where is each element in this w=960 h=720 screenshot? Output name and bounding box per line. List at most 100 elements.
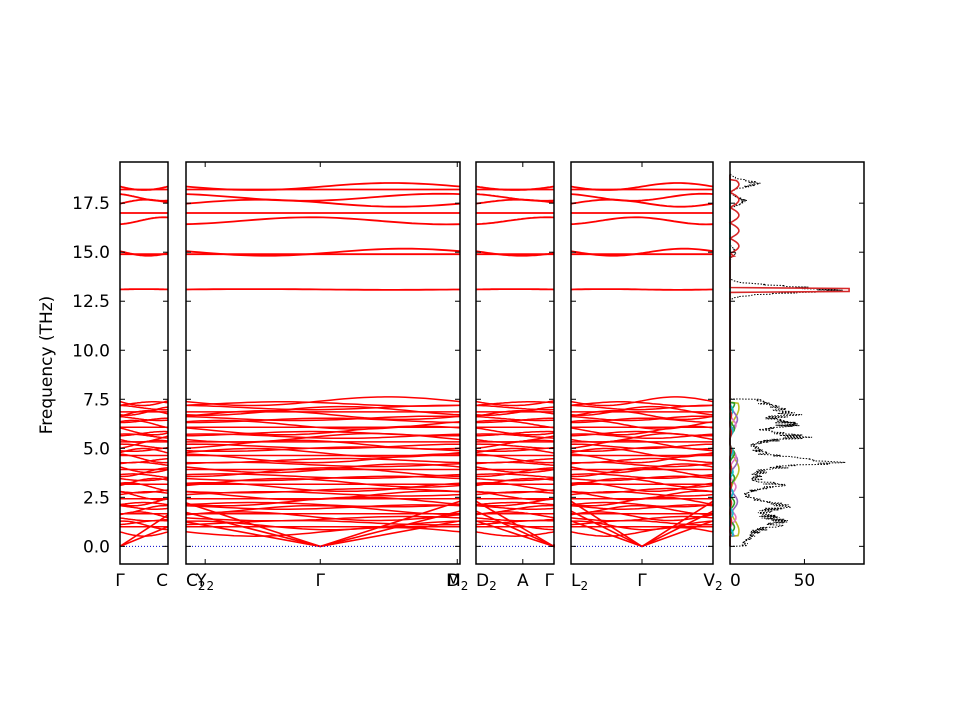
- band-line: [570, 415, 714, 422]
- band-line: [119, 419, 169, 429]
- panel-frame: [729, 161, 865, 565]
- band-line: [185, 396, 461, 407]
- band-line: [185, 198, 461, 208]
- band-line: [119, 406, 169, 416]
- x-tick-label: D: [447, 571, 460, 591]
- band-line: [570, 477, 714, 488]
- band-line: [570, 467, 714, 478]
- y-tick-label: 0.0: [83, 537, 110, 557]
- band-line: [185, 504, 461, 510]
- band-line: [475, 497, 555, 507]
- x-tick-label: L2: [571, 571, 588, 593]
- x-tick-label-subscript: 2: [461, 579, 469, 593]
- band-line: [475, 404, 554, 411]
- acoustic-branch: [119, 514, 169, 548]
- band-line: [185, 419, 461, 430]
- band-line: [570, 490, 714, 501]
- band-line: [119, 427, 169, 436]
- band-line: [475, 198, 555, 205]
- band-line: [119, 198, 169, 205]
- band-line: [476, 457, 555, 464]
- band-line: [570, 439, 714, 450]
- dos-x-tick-label: 50: [794, 571, 816, 591]
- band-line: [185, 457, 461, 464]
- band-line: [185, 430, 460, 437]
- band-line: [185, 463, 461, 474]
- x-tick-label-subscript: 2: [715, 579, 723, 593]
- band-line: [119, 489, 169, 494]
- band-line: [476, 417, 554, 424]
- band-line: [119, 216, 168, 226]
- band-line: [570, 487, 714, 494]
- band-line: [119, 501, 169, 506]
- total-dos-curve: [729, 173, 846, 547]
- band-line: [570, 473, 714, 479]
- band-line: [570, 192, 714, 202]
- band-line: [475, 216, 554, 226]
- band-line: [185, 216, 461, 226]
- band-line: [475, 430, 554, 437]
- y-tick-label: 15.0: [72, 243, 110, 263]
- x-tick-label: Y2: [195, 571, 214, 593]
- band-line: [475, 501, 555, 506]
- band-line: [185, 519, 461, 526]
- band-line: [475, 443, 554, 450]
- band-line: [119, 477, 169, 482]
- y-tick-label: 2.5: [83, 488, 110, 508]
- dos-x-tick-label: 0: [730, 571, 741, 591]
- band-line: [185, 288, 460, 291]
- band-line: [570, 504, 714, 510]
- band-line: [570, 463, 714, 474]
- band-line: [119, 473, 169, 479]
- y-tick-label: 10.0: [72, 341, 110, 361]
- acoustic-branch: [570, 500, 714, 548]
- band-line: [570, 198, 714, 208]
- band-line: [570, 288, 713, 291]
- band-line: [186, 417, 461, 424]
- band-line: [185, 526, 461, 537]
- acoustic-branch: [119, 526, 169, 548]
- band-line: [570, 216, 714, 226]
- band-line: [119, 497, 169, 507]
- band-line: [570, 405, 714, 416]
- band-line: [571, 417, 714, 424]
- band-line: [570, 501, 714, 508]
- band-line: [185, 487, 461, 494]
- band-line: [119, 430, 168, 437]
- band-line: [185, 477, 461, 488]
- x-tick-label: Γ: [316, 571, 326, 591]
- panel-frame: [185, 161, 461, 565]
- projected-dos-curve: [728, 174, 850, 547]
- band-line: [185, 490, 461, 501]
- band-line: [475, 435, 555, 443]
- band-line: [119, 490, 169, 496]
- band-line: [475, 406, 555, 416]
- band-line: [570, 396, 714, 407]
- acoustic-branch: [185, 500, 461, 548]
- band-line: [185, 401, 461, 407]
- x-tick-label-subscript: 2: [207, 579, 215, 593]
- band-line: [475, 400, 555, 407]
- band-line: [119, 531, 169, 537]
- band-lines-layer: [119, 182, 714, 548]
- band-line: [475, 427, 555, 436]
- band-line: [119, 404, 168, 411]
- band-line: [119, 443, 168, 450]
- x-tick-label-subscript: 2: [580, 579, 588, 593]
- band-line: [475, 473, 555, 479]
- y-tick-label: 5.0: [83, 439, 110, 459]
- band-line: [119, 435, 169, 443]
- y-tick-label: 12.5: [72, 292, 110, 312]
- x-tick-label-subscript: 2: [198, 579, 206, 593]
- band-line: [185, 192, 461, 202]
- band-line: [119, 415, 169, 422]
- y-tick-label: 7.5: [83, 390, 110, 410]
- band-line: [570, 419, 714, 430]
- x-tick-label: V2: [703, 571, 722, 593]
- band-line: [185, 501, 461, 508]
- band-line: [119, 504, 169, 510]
- band-line: [475, 517, 555, 522]
- y-tick-label: 17.5: [72, 194, 110, 214]
- x-tick-label: A: [517, 571, 529, 591]
